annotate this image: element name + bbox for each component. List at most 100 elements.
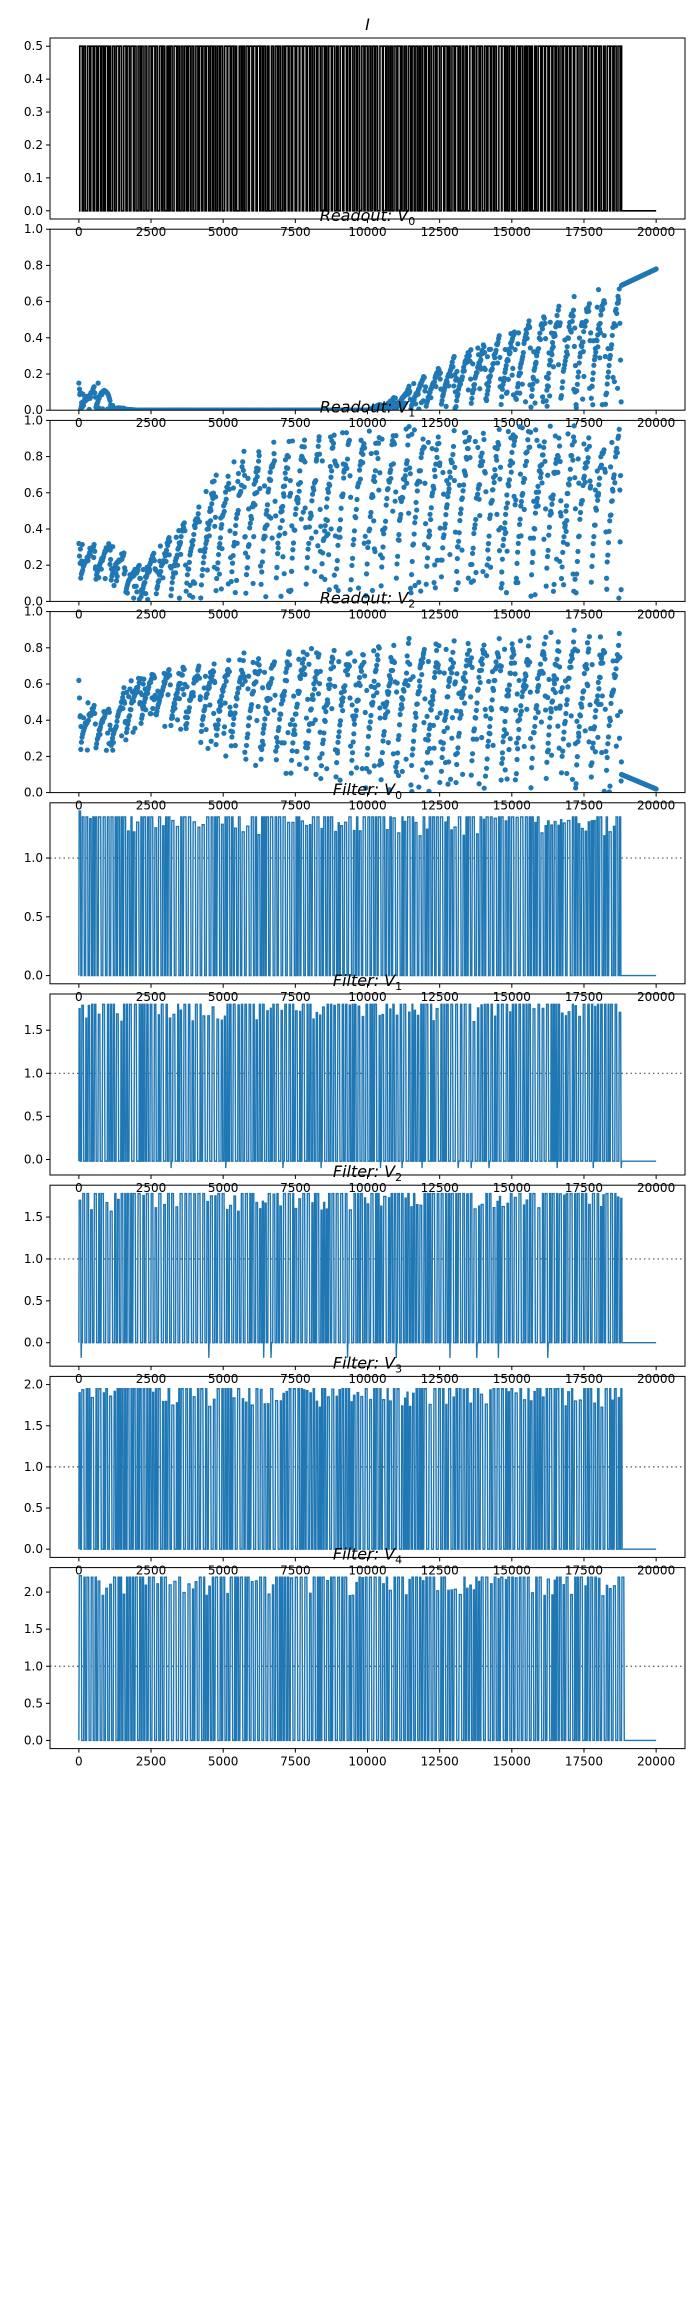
scatter-point <box>113 723 119 729</box>
scatter-point <box>240 657 246 664</box>
scatter-point <box>107 561 113 567</box>
scatter-point <box>546 732 552 738</box>
scatter-point <box>184 684 190 690</box>
scatter-point <box>86 406 92 411</box>
scatter-point <box>545 375 551 381</box>
x-tick-label: 2500 <box>136 416 167 430</box>
scatter-point <box>439 754 445 761</box>
scatter-point <box>259 569 265 575</box>
scatter-point <box>605 369 612 375</box>
scatter-point <box>271 451 277 457</box>
scatter-point <box>438 574 445 580</box>
scatter-point <box>228 578 234 585</box>
scatter-point <box>436 440 442 446</box>
scatter-point <box>542 336 549 342</box>
y-tick-label: 0.4 <box>24 713 43 727</box>
x-tick-label: 0 <box>75 1755 83 1769</box>
plot-area <box>50 1575 685 1742</box>
scatter-point <box>557 320 563 326</box>
scatter-point <box>250 688 257 694</box>
scatter-point <box>140 681 146 687</box>
scatter-point <box>549 698 556 704</box>
scatter-point <box>219 521 225 528</box>
scatter-point <box>382 518 389 524</box>
plot-area <box>76 627 659 793</box>
scatter-point <box>553 705 559 711</box>
scatter-point <box>600 660 606 666</box>
scatter-point <box>487 731 493 737</box>
scatter-point <box>575 739 581 745</box>
scatter-point <box>595 693 601 699</box>
scatter-point <box>519 693 525 700</box>
scatter-point <box>345 672 351 678</box>
scatter-point <box>459 547 465 553</box>
scatter-point <box>246 542 252 548</box>
scatter-point <box>416 784 422 790</box>
scatter-point <box>290 740 296 746</box>
scatter-point <box>532 510 539 516</box>
scatter-point <box>374 652 380 658</box>
scatter-point <box>531 730 537 736</box>
scatter-point <box>211 710 217 717</box>
scatter-point <box>107 722 113 728</box>
scatter-point <box>393 489 399 495</box>
scatter-point <box>480 430 486 436</box>
scatter-point <box>455 580 461 586</box>
scatter-point <box>504 500 511 506</box>
x-tick-label: 0 <box>75 607 83 621</box>
scatter-point <box>110 544 116 550</box>
x-tick-label: 7500 <box>280 1563 311 1577</box>
scatter-point <box>262 716 268 722</box>
scatter-point <box>390 461 397 467</box>
scatter-point <box>170 574 176 580</box>
scatter-point <box>584 459 591 465</box>
scatter-point <box>221 730 227 736</box>
scatter-point <box>259 746 265 753</box>
scatter-point <box>412 582 418 589</box>
scatter-point <box>365 745 371 751</box>
scatter-point <box>371 648 377 654</box>
scatter-point <box>136 562 142 568</box>
chart-panel-6: Filter: V20 2500 5000 7500 10000 12500 15000 17… <box>24 1162 686 1386</box>
scatter-point <box>557 458 563 465</box>
scatter-point <box>580 348 586 355</box>
scatter-point <box>348 770 354 776</box>
scatter-point <box>333 774 339 780</box>
scatter-point <box>252 502 258 508</box>
y-tick-label: 0.4 <box>24 331 43 345</box>
scatter-point <box>471 530 477 537</box>
scatter-point <box>316 651 322 657</box>
scatter-point <box>143 590 149 597</box>
scatter-point <box>232 589 238 596</box>
x-tick-label: 17500 <box>565 416 603 430</box>
y-tick-label: 0.8 <box>24 450 43 464</box>
x-tick-label: 0 <box>75 225 83 239</box>
scatter-point <box>576 724 582 730</box>
scatter-point <box>451 477 457 484</box>
scatter-point <box>443 512 449 518</box>
scatter-point <box>206 522 212 528</box>
plot-area <box>50 1388 685 1550</box>
scatter-point <box>431 579 437 586</box>
scatter-point <box>552 689 558 696</box>
y-tick-label: 0.4 <box>24 522 43 536</box>
series-line <box>78 810 657 977</box>
scatter-point <box>155 688 161 694</box>
scatter-point <box>365 539 372 545</box>
scatter-point <box>120 705 126 712</box>
scatter-point <box>583 661 589 668</box>
scatter-point <box>586 634 593 640</box>
scatter-point <box>184 572 191 578</box>
scatter-point <box>601 788 607 793</box>
scatter-point <box>467 659 473 665</box>
scatter-point <box>541 439 547 445</box>
scatter-point <box>471 726 478 732</box>
scatter-point <box>210 669 217 675</box>
scatter-point <box>215 551 222 558</box>
scatter-point <box>337 534 343 540</box>
scatter-point <box>437 779 443 786</box>
scatter-point <box>331 647 337 654</box>
scatter-point <box>559 564 565 570</box>
scatter-point <box>559 753 565 759</box>
scatter-point <box>558 575 565 582</box>
